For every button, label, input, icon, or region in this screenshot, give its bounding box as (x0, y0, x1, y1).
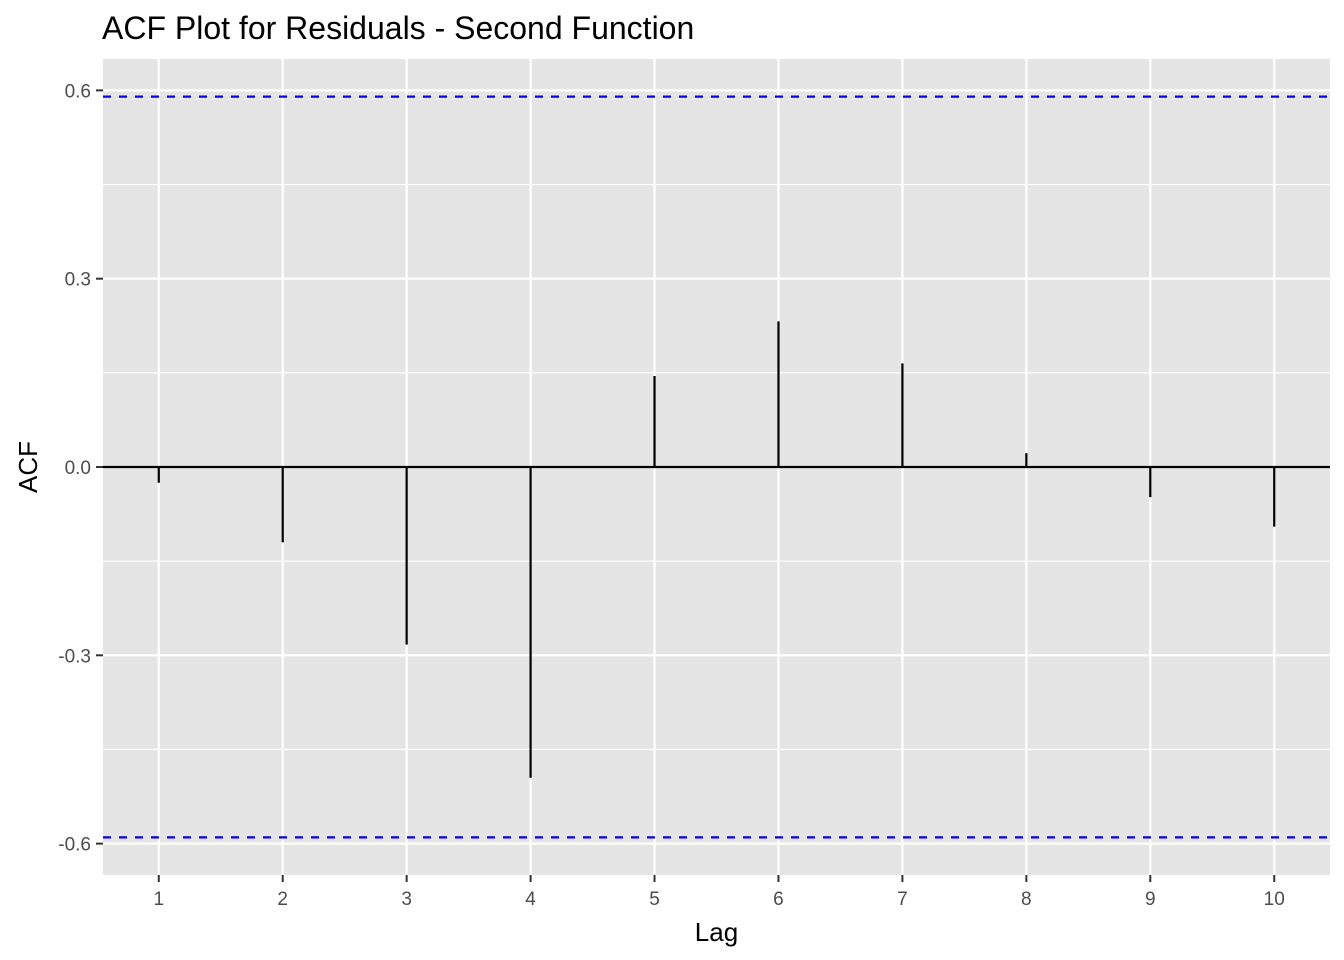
acf-segments (157, 321, 1276, 778)
x-tick-label: 10 (1264, 889, 1285, 910)
x-tick-label: 5 (649, 889, 660, 910)
x-tick-label: 3 (401, 889, 412, 910)
x-tick-label: 7 (897, 889, 908, 910)
y-tick-label: -0.3 (58, 646, 91, 667)
y-tick-label: 0.6 (65, 81, 91, 102)
y-tick-label: 0.3 (65, 270, 91, 291)
y-tick-label: 0.0 (65, 458, 91, 479)
x-tick-label: 1 (153, 889, 164, 910)
x-tick-label: 8 (1021, 889, 1032, 910)
y-tick-label: -0.6 (58, 835, 91, 856)
x-tick-label: 4 (525, 889, 536, 910)
confidence-bounds (103, 95, 1330, 839)
y-axis-title: ACF (13, 441, 43, 493)
x-axis: 1 2 3 4 5 6 7 8 9 10 (153, 875, 1285, 910)
x-axis-title: Lag (695, 917, 738, 947)
y-axis: 0.6 0.3 0.0 -0.3 -0.6 (58, 81, 103, 856)
x-tick-label: 6 (773, 889, 784, 910)
x-tick-label: 2 (277, 889, 288, 910)
chart-title: ACF Plot for Residuals - Second Function (102, 10, 694, 46)
minor-gridlines (103, 183, 1330, 751)
x-tick-label: 9 (1145, 889, 1156, 910)
